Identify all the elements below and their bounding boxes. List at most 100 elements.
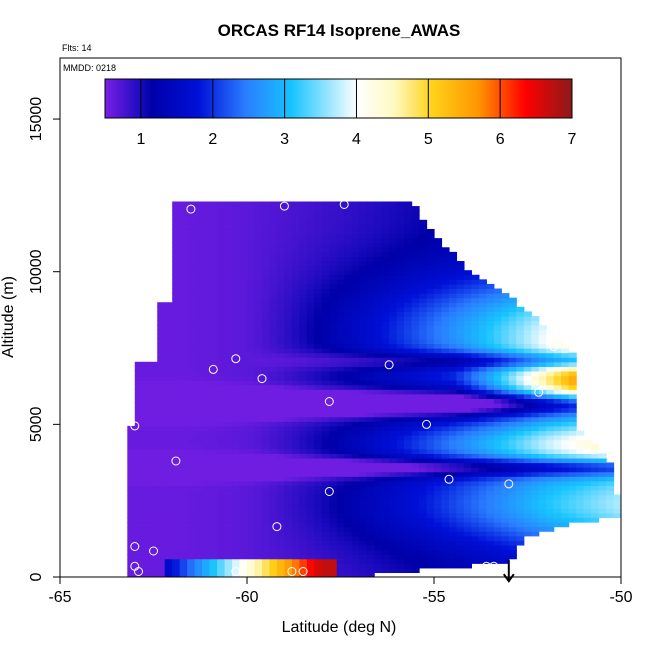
heatmap-cell — [172, 558, 181, 564]
heatmap-cell — [426, 329, 435, 335]
heatmap-cell — [232, 572, 241, 577]
heatmap-cell — [351, 526, 360, 532]
heatmap-cell — [366, 540, 375, 546]
sample-point — [549, 342, 559, 351]
heatmap-cell — [179, 228, 188, 235]
heatmap-cell — [463, 306, 472, 312]
heatmap-cell — [396, 407, 405, 413]
heatmap-cell — [463, 457, 472, 464]
heatmap-cell — [553, 430, 562, 436]
heatmap-cell — [239, 485, 248, 491]
heatmap-cell — [553, 370, 562, 377]
heatmap-cell — [276, 320, 285, 326]
heatmap-cell — [523, 375, 532, 381]
heatmap-cell — [202, 279, 211, 285]
heatmap-cell — [381, 283, 390, 290]
heatmap-cell — [546, 421, 555, 427]
heatmap-cell — [149, 467, 158, 473]
heatmap-cell — [291, 242, 300, 248]
heatmap-cell — [448, 334, 458, 340]
heatmap-cell — [434, 467, 443, 473]
heatmap-cell — [486, 467, 495, 473]
heatmap-cell — [269, 512, 278, 519]
heatmap-cell — [232, 430, 241, 436]
heatmap-cell — [329, 467, 338, 473]
heatmap-cell — [172, 572, 181, 577]
heatmap-cell — [209, 485, 218, 491]
heatmap-cell — [404, 453, 413, 459]
heatmap-cell — [127, 558, 136, 564]
heatmap-cell — [411, 297, 420, 303]
heatmap-cell — [478, 444, 487, 450]
heatmap-cell — [224, 430, 233, 436]
heatmap-cell — [217, 485, 226, 491]
heatmap-cell — [291, 274, 300, 280]
heatmap-cell — [419, 558, 428, 564]
heatmap-cell — [321, 283, 330, 290]
heatmap-cell — [396, 448, 405, 454]
heatmap-cell — [538, 480, 547, 487]
heatmap-cell — [261, 503, 271, 509]
heatmap-cell — [224, 228, 233, 235]
heatmap-cell — [456, 315, 465, 322]
heatmap-cell — [329, 238, 338, 244]
heatmap-cell — [284, 293, 293, 299]
heatmap-cell — [134, 489, 143, 496]
heatmap-cell — [493, 499, 502, 505]
heatmap-cell — [321, 457, 330, 464]
heatmap-cell — [411, 494, 420, 500]
heatmap-cell — [314, 384, 323, 390]
heatmap-cell — [419, 219, 428, 225]
heatmap-cell — [404, 393, 413, 399]
heatmap-cell — [232, 201, 241, 207]
heatmap-cell — [291, 517, 300, 523]
heatmap-cell — [217, 293, 226, 299]
heatmap-cell — [426, 384, 435, 390]
heatmap-cell — [269, 444, 278, 450]
heatmap-cell — [314, 224, 323, 230]
heatmap-cell — [202, 233, 211, 239]
heatmap-cell — [359, 370, 368, 377]
heatmap-cell — [471, 508, 480, 514]
heatmap-cell — [247, 256, 256, 262]
heatmap-cell — [314, 380, 323, 386]
heatmap-cell — [419, 370, 428, 377]
heatmap-cell — [247, 517, 256, 523]
heatmap-cell — [232, 366, 241, 372]
heatmap-cell — [426, 352, 435, 358]
heatmap-cell — [276, 412, 285, 418]
heatmap-cell — [471, 288, 480, 294]
heatmap-cell — [149, 444, 158, 450]
heatmap-cell — [606, 508, 615, 514]
heatmap-cell — [426, 522, 435, 528]
heatmap-cell — [441, 439, 450, 445]
heatmap-cell — [306, 457, 315, 464]
heatmap-cell — [329, 453, 338, 459]
heatmap-cell — [164, 439, 173, 445]
heatmap-cell — [441, 444, 450, 450]
heatmap-cell — [179, 352, 188, 358]
heatmap-cell — [404, 398, 413, 404]
heatmap-cell — [269, 517, 278, 523]
heatmap-cell — [419, 361, 428, 367]
heatmap-cell — [538, 352, 547, 358]
heatmap-cell — [478, 554, 487, 560]
heatmap-cell — [456, 329, 465, 335]
heatmap-cell — [306, 421, 315, 427]
heatmap-cell — [448, 402, 458, 409]
heatmap-cell — [351, 361, 360, 367]
heatmap-cell — [157, 444, 166, 450]
heatmap-cell — [127, 499, 136, 505]
heatmap-cell — [276, 535, 285, 541]
heatmap-cell — [142, 457, 151, 464]
heatmap-cell — [404, 270, 413, 276]
heatmap-cell — [381, 444, 390, 450]
heatmap-cell — [448, 430, 458, 436]
heatmap-cell — [276, 540, 285, 546]
heatmap-cell — [336, 554, 345, 560]
heatmap-cell — [478, 320, 487, 326]
heatmap-cell — [232, 329, 241, 335]
heatmap-cell — [314, 462, 323, 468]
heatmap-cell — [314, 242, 323, 248]
heatmap-cell — [389, 512, 398, 519]
